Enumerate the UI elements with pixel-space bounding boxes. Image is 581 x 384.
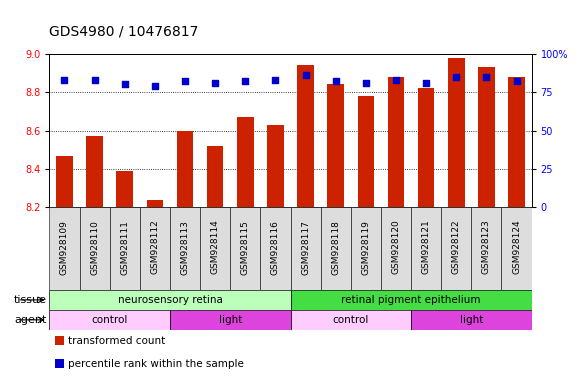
Bar <box>478 67 494 207</box>
Bar <box>170 310 290 330</box>
Bar <box>200 207 230 290</box>
Text: GSM928114: GSM928114 <box>211 220 220 275</box>
Text: light: light <box>218 315 242 325</box>
Text: GSM928112: GSM928112 <box>150 220 159 275</box>
Bar <box>49 310 170 330</box>
Bar <box>260 207 290 290</box>
Bar <box>177 131 193 207</box>
Bar <box>418 88 435 207</box>
Point <box>512 78 521 84</box>
Point <box>241 78 250 84</box>
Point <box>331 78 340 84</box>
Bar <box>170 207 200 290</box>
Bar <box>49 207 80 290</box>
Bar <box>351 207 381 290</box>
Bar <box>441 207 471 290</box>
Point <box>180 78 189 84</box>
Text: percentile rank within the sample: percentile rank within the sample <box>68 359 244 369</box>
Text: GSM928121: GSM928121 <box>422 220 431 275</box>
Bar <box>49 290 290 310</box>
Text: GSM928122: GSM928122 <box>452 220 461 275</box>
Text: neurosensory retina: neurosensory retina <box>117 295 223 305</box>
Text: GSM928123: GSM928123 <box>482 220 491 275</box>
Bar <box>297 65 314 207</box>
Text: GSM928118: GSM928118 <box>331 220 340 275</box>
Bar <box>237 117 253 207</box>
Point <box>301 72 310 78</box>
Bar <box>110 207 140 290</box>
Point <box>482 74 491 80</box>
Bar <box>56 156 73 207</box>
Bar <box>501 207 532 290</box>
Bar <box>321 207 351 290</box>
Bar <box>80 207 110 290</box>
Text: GSM928109: GSM928109 <box>60 220 69 275</box>
Text: control: control <box>332 315 369 325</box>
Bar <box>267 125 284 207</box>
Bar <box>508 77 525 207</box>
Bar <box>411 207 441 290</box>
Point <box>392 77 401 83</box>
Bar <box>207 146 224 207</box>
Text: GSM928110: GSM928110 <box>90 220 99 275</box>
Bar <box>388 77 404 207</box>
Bar <box>140 207 170 290</box>
Text: agent: agent <box>14 315 46 325</box>
Text: GSM928111: GSM928111 <box>120 220 129 275</box>
Text: GSM928115: GSM928115 <box>241 220 250 275</box>
Point <box>120 81 130 88</box>
Bar <box>230 207 260 290</box>
Bar <box>411 310 532 330</box>
Bar <box>381 207 411 290</box>
Text: tissue: tissue <box>13 295 46 305</box>
Text: transformed count: transformed count <box>68 336 165 346</box>
Text: retinal pigment epithelium: retinal pigment epithelium <box>341 295 481 305</box>
Bar <box>357 96 374 207</box>
Bar <box>328 84 344 207</box>
Text: GSM928119: GSM928119 <box>361 220 370 275</box>
Text: GSM928120: GSM928120 <box>392 220 400 275</box>
Bar <box>116 171 133 207</box>
Point <box>150 83 160 89</box>
Text: GSM928113: GSM928113 <box>181 220 189 275</box>
Point <box>271 77 280 83</box>
Point <box>421 80 431 86</box>
Text: GSM928117: GSM928117 <box>301 220 310 275</box>
Point <box>451 74 461 80</box>
Point <box>90 77 99 83</box>
Text: GSM928116: GSM928116 <box>271 220 280 275</box>
Bar <box>146 200 163 207</box>
Bar <box>290 207 321 290</box>
Point <box>361 80 371 86</box>
Bar <box>471 207 501 290</box>
Text: GSM928124: GSM928124 <box>512 220 521 275</box>
Text: GDS4980 / 10476817: GDS4980 / 10476817 <box>49 25 199 38</box>
Text: control: control <box>91 315 128 325</box>
Point <box>60 77 69 83</box>
Text: light: light <box>460 315 483 325</box>
Bar <box>290 290 532 310</box>
Bar <box>290 310 411 330</box>
Point <box>210 80 220 86</box>
Bar <box>87 136 103 207</box>
Bar <box>448 58 465 207</box>
